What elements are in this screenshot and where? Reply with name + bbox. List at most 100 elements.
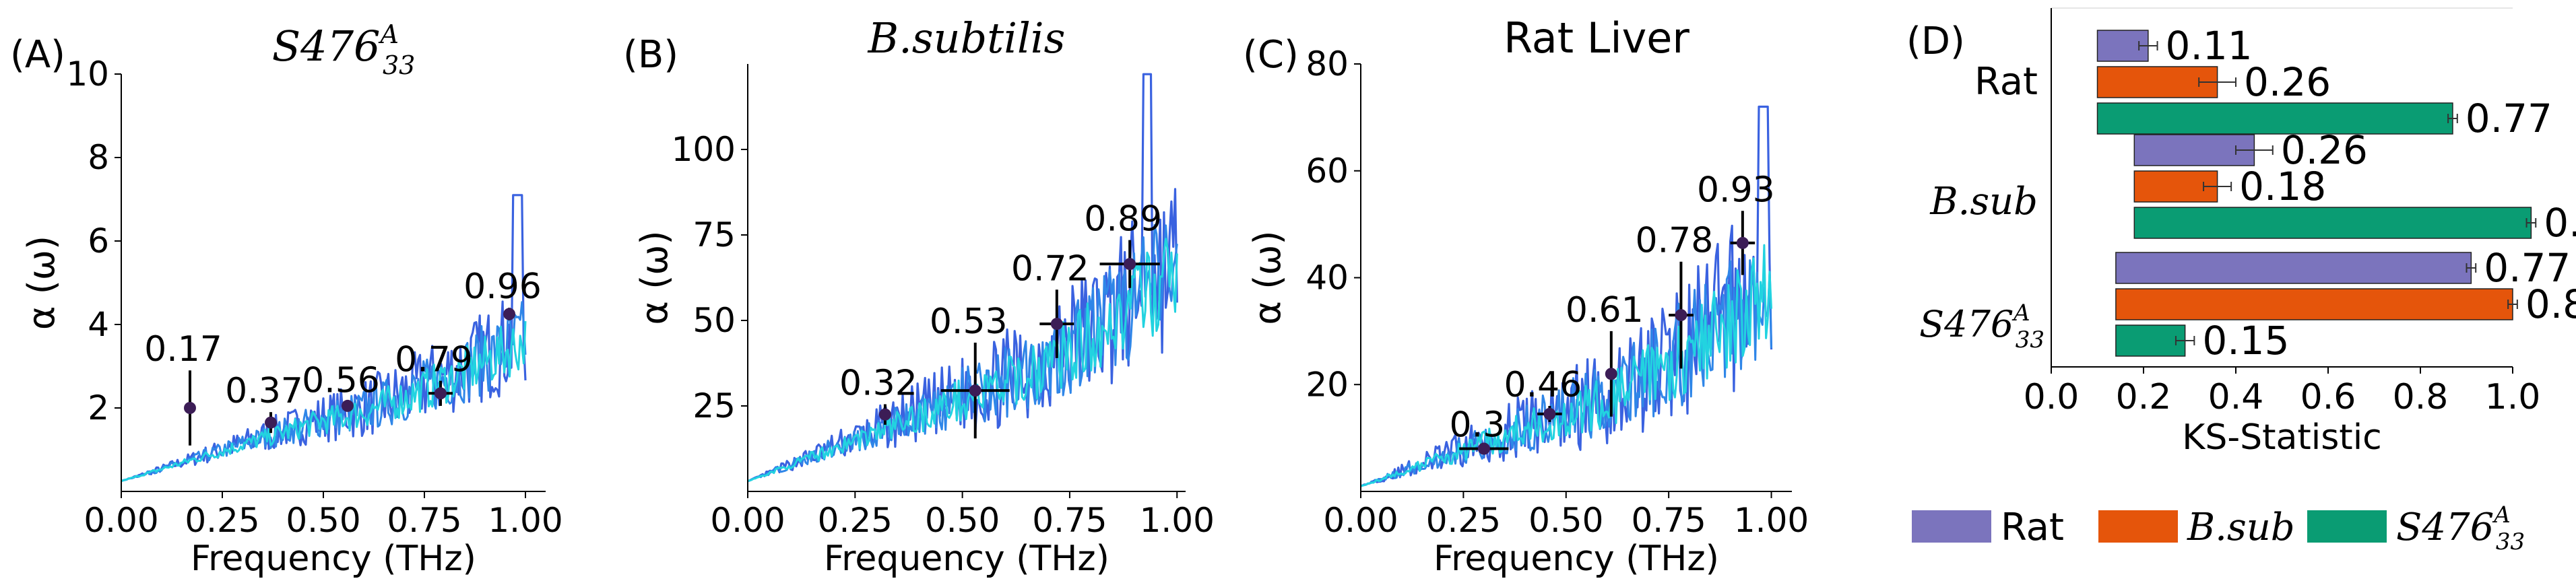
panel-label: (A) [10,33,65,77]
panel-3: (D)Rat0.110.260.77B.sub0.260.180.86S476A… [1906,7,2576,555]
panel-0: (A) S476A 33 0.00 0.25 0.50 0.75 1.00 2 4 6 8 10 Freq… [10,20,563,579]
data-point [1050,318,1063,331]
bar-value-label: 0.77 [2484,245,2571,291]
bar-bsub [2115,288,2513,320]
point-label: 0.17 [144,329,222,370]
point-label: 0.56 [302,361,380,401]
point-label: 0.3 [1450,405,1506,446]
x-tick-label: 0.75 [1032,501,1107,540]
data-point [265,416,277,429]
x-tick-label: 1.00 [1734,501,1809,540]
bar-rat [2115,252,2472,284]
bar-bsub [2096,66,2218,98]
panel-title: B.subtilis [868,13,1066,63]
y-tick-label: 6 [88,221,109,261]
spectrum-band-cyan [747,238,1178,483]
panel-label: (D) [1906,20,1965,63]
point-label: 0.79 [395,340,473,380]
data-point [184,402,196,414]
point-label: 0.61 [1566,290,1644,331]
data-point [1605,368,1617,380]
data-point [434,387,447,400]
data-point [969,384,981,397]
point-label: 0.89 [1084,199,1162,240]
point-label: 0.96 [463,267,542,307]
panel-title: S476A 33 [272,20,416,80]
y-tick-label: 50 [693,301,736,340]
data-point [1543,407,1556,420]
x-tick-label: 0.50 [925,501,1000,540]
category-label: B.sub [1929,180,2038,223]
point-label: 0.72 [1011,248,1089,289]
x-tick-label: 0.0 [2024,377,2080,417]
bar-s476 [2133,207,2532,239]
y-tick-label: 2 [88,388,109,427]
x-tick-label: 0.75 [387,501,461,540]
y-tick-label: 80 [1306,44,1349,83]
point-label: 0.37 [225,371,303,411]
category-label: Rat [1974,60,2038,104]
bar-value-label: 0.15 [2202,318,2289,364]
panel-label: (C) [1243,33,1299,77]
x-axis-label: Frequency (THz) [191,539,476,579]
x-tick-label: 0.00 [1323,501,1398,540]
data-point [503,308,515,320]
legend-label: Rat [2001,506,2064,549]
x-tick-label: 1.00 [488,501,562,540]
panel-title: Rat Liver [1504,13,1689,63]
x-axis-label: KS-Statistic [2182,417,2382,458]
panel-1: (B) B.subtilis 0.00 0.25 0.50 0.75 1.00 25 50 75 1… [623,13,1215,579]
x-tick-label: 0.50 [1528,501,1603,540]
y-tick-label: 8 [88,138,109,177]
y-tick-label: 10 [66,55,109,94]
y-tick-label: 25 [693,386,736,425]
data-point [1736,236,1749,249]
y-tick-label: 40 [1306,259,1349,298]
x-tick-label: 0.2 [2116,377,2172,417]
bar-value-label: 0.86 [2544,200,2576,246]
x-axis-label: Frequency (THz) [1434,539,1719,579]
bar-value-label: 0.18 [2239,164,2326,209]
x-tick-label: 0.25 [818,501,893,540]
x-axis-label: Frequency (THz) [824,539,1109,579]
y-axis-label: α (ω) [633,230,676,324]
x-tick-label: 0.50 [286,501,360,540]
y-tick-label: 100 [672,130,736,169]
panel-2: (C) Rat Liver 0.00 0.25 0.50 0.75 1.00 20 40 60 80… [1243,13,1809,579]
y-axis-label: α (ω) [20,236,63,330]
data-point [342,399,354,412]
bar-value-label: 0.26 [2244,59,2331,105]
data-point [1124,258,1136,271]
y-tick-label: 75 [693,215,736,254]
data-point [1675,309,1687,322]
panel-label: (B) [623,33,678,77]
point-label: 0.32 [839,363,917,403]
spectrum-band-dark [747,73,1178,483]
x-tick-label: 0.00 [710,501,785,540]
x-tick-label: 1.00 [1140,501,1215,540]
point-label: 0.53 [930,302,1008,342]
bar-value-label: 0.77 [2466,96,2552,141]
data-point [878,408,891,421]
x-tick-label: 0.75 [1631,501,1706,540]
y-tick-label: 60 [1306,151,1349,191]
x-tick-label: 0.00 [84,501,158,540]
category-label: S476A 33 [1919,300,2044,353]
point-label: 0.78 [1636,221,1714,261]
legend-swatch-bsub [2098,510,2178,543]
legend-swatch-rat [1912,510,1991,543]
x-tick-label: 0.25 [1426,501,1501,540]
y-tick-label: 4 [88,305,109,344]
point-label: 0.93 [1697,170,1775,210]
bar-value-label: 0.26 [2281,127,2368,173]
x-tick-label: 1.0 [2485,377,2541,417]
bar-rat [2133,134,2255,166]
x-tick-label: 0.6 [2300,377,2356,417]
legend-label: S476A 33 [2396,502,2525,555]
bar-value-label: 0.86 [2525,281,2576,327]
bar-s476 [2096,102,2453,135]
bar-s476 [2115,324,2186,357]
spectrum-band-cyan [121,321,527,482]
